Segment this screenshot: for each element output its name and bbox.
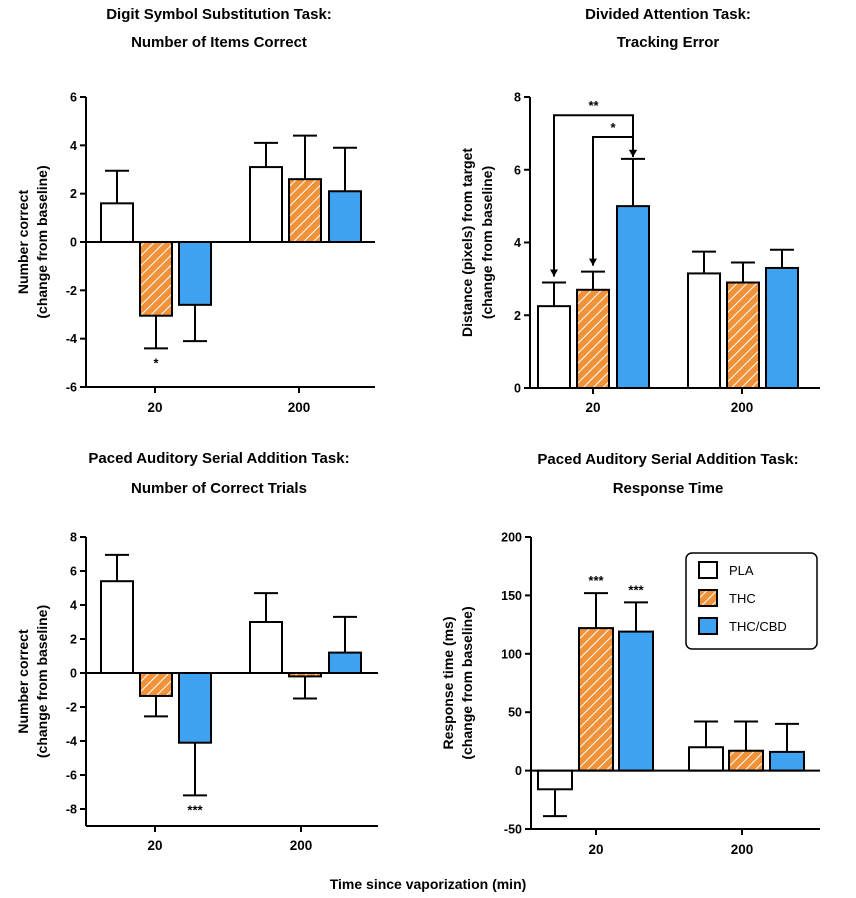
bar-thc: [728, 749, 764, 772]
y-tick-label: 100: [501, 647, 522, 661]
bar-pla: [537, 305, 571, 389]
x-tick-label: 20: [147, 838, 162, 853]
y-tick-label: 8: [70, 531, 77, 545]
significance-marker: *: [153, 355, 159, 370]
bar-thc: [139, 241, 173, 317]
bar-pla: [249, 166, 283, 243]
panel-title: Digit Symbol Substitution Task:: [106, 6, 332, 23]
y-tick-label: 4: [70, 599, 77, 613]
panel-2: Divided Attention Task: Tracking Error Dis…: [459, 6, 820, 415]
y-tick-label: 150: [501, 589, 522, 603]
legend: PLA THC THC/CBD: [685, 552, 818, 650]
x-tick-label: 20: [588, 842, 603, 857]
panel-title: Paced Auditory Serial Addition Task:: [537, 451, 798, 468]
y-tick-label: 6: [70, 91, 77, 105]
x-tick-label: 200: [731, 842, 754, 857]
bar-thc: [288, 178, 322, 244]
significance-marker: **: [588, 98, 599, 113]
panel-3: Paced Auditory Serial Addition Task: Numb…: [15, 450, 378, 853]
y-tick-label: 2: [514, 309, 521, 323]
y-axis-label: Number correct: [15, 190, 31, 295]
bar-thc-cbd: [178, 241, 212, 306]
bar-thc: [576, 288, 610, 390]
y-axis-label: (change from baseline): [459, 606, 475, 759]
y-tick-label: 200: [501, 531, 522, 545]
panel-title: Number of Correct Trials: [131, 480, 307, 497]
legend-label: THC: [729, 591, 756, 606]
panel-title: Divided Attention Task:: [585, 6, 751, 23]
x-tick-label: 20: [147, 400, 162, 415]
bar-thc-cbd: [178, 672, 212, 744]
bar-thc-cbd: [328, 651, 362, 674]
legend-label: THC/CBD: [729, 619, 787, 634]
bar-pla: [100, 202, 134, 243]
bracket-arrow: [589, 258, 597, 266]
y-tick-label: 2: [70, 633, 77, 647]
y-tick-label: -8: [66, 803, 77, 817]
significance-bracket: [592, 136, 634, 266]
bar-pla: [100, 580, 134, 675]
y-tick-label: 0: [514, 382, 521, 396]
significance-marker: ***: [588, 573, 604, 588]
bar-pla: [688, 746, 724, 772]
x-tick-label: 20: [585, 400, 600, 415]
bar-thc-cbd: [765, 266, 799, 389]
y-tick-label: -6: [66, 381, 77, 395]
y-tick-label: 6: [514, 163, 521, 177]
significance-marker: ***: [628, 582, 644, 597]
panel-title: Number of Items Correct: [131, 34, 307, 51]
y-tick-label: -2: [66, 284, 77, 298]
y-axis-label: Number correct: [15, 629, 31, 734]
bar-thc: [726, 281, 760, 390]
bar-thc-cbd: [769, 750, 805, 772]
panel-4: Paced Auditory Serial Addition Task: Resp…: [440, 451, 820, 857]
bar-thc: [139, 672, 173, 697]
y-tick-label: -2: [66, 701, 77, 715]
significance-marker: ***: [187, 802, 203, 817]
bar-pla: [687, 272, 721, 390]
x-tick-label: 200: [731, 400, 754, 415]
y-tick-label: 0: [70, 667, 77, 681]
bar-thc-cbd: [618, 630, 654, 772]
bracket-arrow: [629, 149, 637, 157]
y-axis-label: (change from baseline): [34, 605, 50, 758]
y-tick-label: 4: [514, 236, 521, 250]
panel-1: Digit Symbol Substitution Task: Number of…: [15, 6, 375, 415]
bar-pla: [537, 769, 573, 791]
legend-swatch: [698, 617, 718, 635]
legend-swatch: [698, 589, 718, 607]
panel-title: Tracking Error: [617, 34, 720, 51]
legend-box: [685, 552, 818, 650]
y-tick-label: -4: [66, 332, 77, 346]
bracket-arrow: [550, 269, 558, 277]
y-tick-label: -4: [66, 735, 77, 749]
bar-thc-cbd: [328, 190, 362, 243]
y-tick-label: 8: [514, 91, 521, 105]
bar-pla: [249, 621, 283, 674]
legend-label: PLA: [729, 563, 754, 578]
panel-title: Response Time: [613, 480, 724, 497]
y-tick-label: -6: [66, 769, 77, 783]
y-axis-label: Distance (pixels) from target: [459, 148, 475, 337]
y-axis-label: (change from baseline): [479, 166, 495, 319]
y-axis-label: Response time (ms): [440, 616, 456, 749]
legend-swatch: [698, 561, 718, 579]
y-tick-label: 2: [70, 187, 77, 201]
x-tick-label: 200: [288, 400, 311, 415]
bar-thc: [578, 627, 614, 772]
figure-x-axis-label: Time since vaporization (min): [330, 876, 527, 892]
y-axis-label: (change from baseline): [34, 165, 50, 318]
y-tick-label: 0: [515, 764, 522, 778]
bar-thc-cbd: [616, 205, 650, 389]
y-tick-label: -50: [504, 823, 522, 837]
y-tick-label: 0: [70, 236, 77, 250]
significance-marker: *: [610, 120, 616, 135]
panel-title: Paced Auditory Serial Addition Task:: [88, 450, 349, 467]
x-tick-label: 200: [290, 838, 313, 853]
y-tick-label: 50: [508, 706, 522, 720]
y-tick-label: 6: [70, 565, 77, 579]
y-tick-label: 4: [70, 139, 77, 153]
